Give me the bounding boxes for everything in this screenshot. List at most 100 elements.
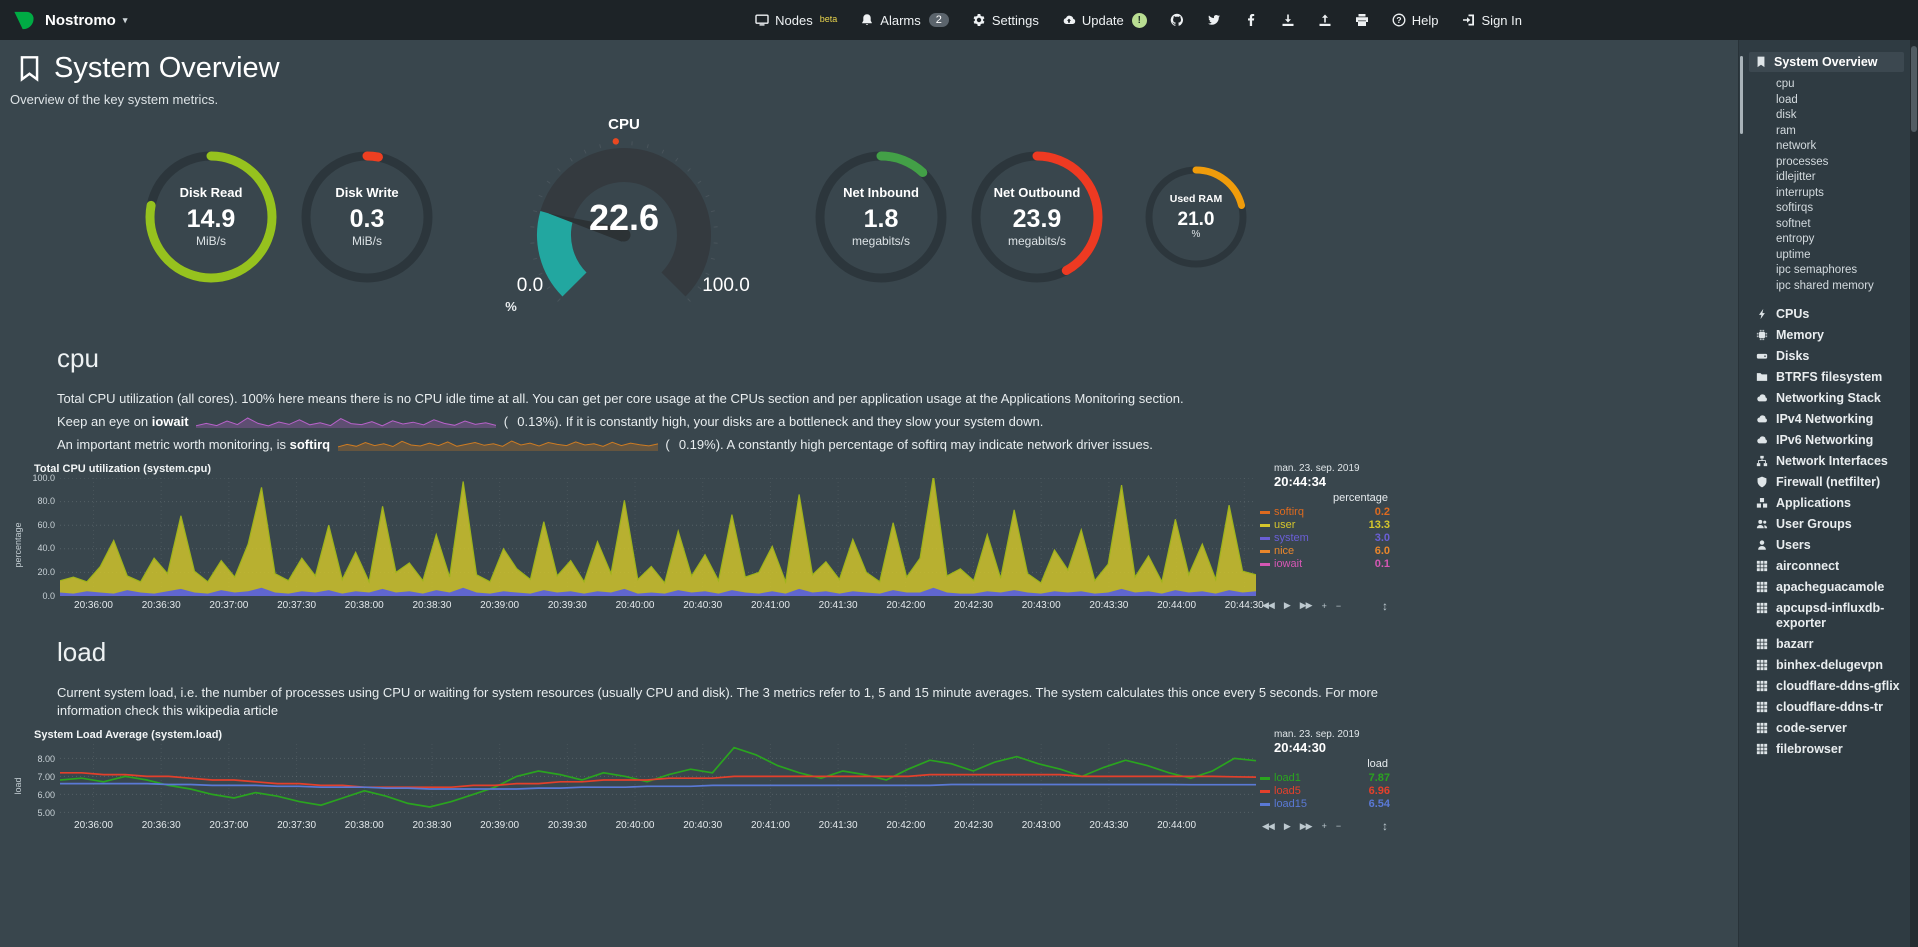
used-ram-gauge[interactable]: Used RAM 21.0 %: [1144, 165, 1248, 269]
sidebar-item-ipc-semaphores[interactable]: ipc semaphores: [1776, 264, 1858, 276]
sidebar-section-bazarr[interactable]: bazarr: [1749, 634, 1904, 655]
softirq-value: 0.19%: [678, 436, 716, 452]
sidebar-item-disk[interactable]: disk: [1776, 109, 1797, 121]
page-scrollbar[interactable]: [1910, 40, 1918, 947]
topbar: Nostromo ▾ Nodes beta Alarms 2 Settings …: [0, 0, 1918, 40]
sidebar-section-cloudflare-ddns-gflix[interactable]: cloudflare-ddns-gflix: [1749, 676, 1904, 697]
sidebar-item-softnet[interactable]: softnet: [1776, 217, 1811, 230]
sidebar-item-network[interactable]: network: [1776, 140, 1817, 152]
sidebar-section-memory[interactable]: Memory: [1749, 325, 1904, 346]
sidebar-section-users[interactable]: Users: [1749, 535, 1904, 556]
legend-item-load5[interactable]: load5 6.96: [1260, 785, 1390, 798]
resize-handle[interactable]: ↕: [1382, 819, 1388, 834]
sidebar-item-uptime[interactable]: uptime: [1776, 248, 1811, 261]
pan-left-button[interactable]: ◀◀: [1262, 600, 1275, 611]
legend-item-load1[interactable]: load1 7.87: [1260, 772, 1390, 785]
network-icon: [1755, 455, 1768, 467]
sidebar-section-airconnect[interactable]: airconnect: [1749, 556, 1904, 577]
zoom-out-button[interactable]: −: [1335, 821, 1341, 832]
play-button[interactable]: ▶: [1283, 600, 1291, 611]
chart-toolbar: ◀◀ ▶ ▶▶ + − ↕: [1260, 817, 1390, 833]
sidebar-section-network-interfaces[interactable]: Network Interfaces: [1749, 451, 1904, 472]
net-inbound-gauge[interactable]: Net Inbound 1.8 megabits/s: [814, 150, 948, 284]
sidebar-section-applications[interactable]: Applications: [1749, 493, 1904, 514]
resize-handle[interactable]: ↕: [1382, 598, 1388, 613]
upload-icon[interactable]: [1318, 13, 1332, 27]
sidebar-item-softirqs[interactable]: softirqs: [1776, 202, 1814, 214]
chart-plot-area[interactable]: [60, 744, 1256, 816]
legend-item-load15[interactable]: load15 6.54: [1260, 798, 1390, 811]
github-icon[interactable]: [1170, 13, 1184, 27]
sidebar-section-code-server[interactable]: code-server: [1749, 718, 1904, 739]
sidebar-item-cpu[interactable]: cpu: [1776, 78, 1795, 90]
sidebar-section-firewall-netfilter-[interactable]: Firewall (netfilter): [1749, 472, 1904, 493]
sidebar-item-idlejitter[interactable]: idlejitter: [1776, 171, 1816, 183]
nodes-button[interactable]: Nodes beta: [755, 13, 837, 28]
facebook-icon[interactable]: [1244, 13, 1258, 27]
update-button[interactable]: Update !: [1062, 12, 1147, 28]
sidebar-item-ram[interactable]: ram: [1776, 124, 1796, 137]
legend-item-user[interactable]: user 13.3: [1260, 519, 1390, 532]
play-button[interactable]: ▶: [1283, 820, 1291, 831]
download-icon[interactable]: [1281, 13, 1295, 27]
signin-button[interactable]: Sign In: [1462, 13, 1522, 28]
sidebar-section-apacheguacamole[interactable]: apacheguacamole: [1749, 577, 1904, 598]
sidebar-section-disks[interactable]: Disks: [1749, 346, 1904, 367]
legend-item-softirq[interactable]: softirq 0.2: [1260, 506, 1390, 519]
sidebar-section-btrfs-filesystem[interactable]: BTRFS filesystem: [1749, 367, 1904, 388]
settings-button[interactable]: Settings: [972, 13, 1039, 28]
scrollbar-thumb[interactable]: [1911, 46, 1917, 132]
zoom-in-button[interactable]: +: [1321, 821, 1327, 832]
load-average-chart[interactable]: load System Load Average (system.load) 8.0…: [10, 729, 1390, 833]
sidebar-item-entropy[interactable]: entropy: [1776, 233, 1815, 245]
sidebar-item-interrupts[interactable]: interrupts: [1776, 186, 1824, 199]
x-tick-label: 20:39:30: [547, 599, 587, 611]
softirq-sparkline[interactable]: [337, 440, 658, 451]
iowait-sparkline[interactable]: [196, 417, 497, 428]
hostname-dropdown[interactable]: Nostromo ▾: [45, 12, 127, 29]
legend-dash: [1260, 562, 1270, 566]
sidebar-item-ipc-shared-memory[interactable]: ipc shared memory: [1776, 279, 1874, 292]
wikipedia-link[interactable]: wikipedia article: [186, 703, 279, 719]
zoom-in-button[interactable]: +: [1321, 600, 1327, 611]
sidebar-item-system-overview[interactable]: System Overview: [1749, 52, 1904, 72]
grid-icon: [1755, 680, 1768, 692]
help-button[interactable]: ? Help: [1392, 13, 1439, 28]
x-tick-label: 20:36:00: [74, 820, 113, 832]
x-tick-label: 20:38:30: [412, 820, 452, 832]
y-tick-label: 100.0: [32, 472, 55, 483]
gauges-row: Disk Read 14.9 MiB/s Disk Write 0.3 MiB/…: [0, 115, 1392, 319]
sidebar-section-user-groups[interactable]: User Groups: [1749, 514, 1904, 535]
legend-item-iowait[interactable]: iowait 0.1: [1260, 558, 1390, 571]
legend-item-nice[interactable]: nice 6.0: [1260, 545, 1390, 558]
disk-write-gauge[interactable]: Disk Write 0.3 MiB/s: [300, 150, 434, 284]
legend-value: 13.3: [1368, 518, 1390, 531]
chart-y-axis: 100.0 80.0 60.0 40.0 20.0 0.0: [26, 473, 60, 600]
sidebar-section-networking-stack[interactable]: Networking Stack: [1749, 388, 1904, 409]
sidebar-section-ipv4-networking[interactable]: IPv4 Networking: [1749, 409, 1904, 430]
pan-right-button[interactable]: ▶▶: [1299, 600, 1313, 611]
pan-right-button[interactable]: ▶▶: [1299, 820, 1313, 831]
cpu-utilization-chart[interactable]: percentage Total CPU utilization (system.…: [10, 463, 1390, 613]
sidebar-item-processes[interactable]: processes: [1776, 155, 1829, 168]
alarms-button[interactable]: Alarms 2: [860, 13, 949, 28]
sidebar-section-cpus[interactable]: CPUs: [1749, 304, 1904, 325]
iowait-value: 0.13%: [517, 413, 555, 429]
cpu-gauge[interactable]: CPU 22.6 0.0 100.0 %: [494, 115, 754, 319]
disk-read-gauge[interactable]: Disk Read 14.9 MiB/s: [144, 150, 278, 284]
pan-left-button[interactable]: ◀◀: [1262, 820, 1275, 831]
print-icon[interactable]: [1355, 13, 1369, 27]
sidebar-item-load[interactable]: load: [1776, 93, 1798, 106]
cpu-gauge-max: 100.0: [702, 275, 750, 296]
sidebar-scroll-indicator[interactable]: [1740, 56, 1743, 134]
net-outbound-gauge[interactable]: Net Outbound 23.9 megabits/s: [970, 150, 1104, 284]
sidebar-section-binhex-delugevpn[interactable]: binhex-delugevpn: [1749, 655, 1904, 676]
sidebar-section-apcupsd-influxdb-exporter[interactable]: apcupsd-influxdb-exporter: [1749, 598, 1904, 634]
chart-plot-area[interactable]: [60, 477, 1256, 596]
twitter-icon[interactable]: [1207, 13, 1221, 27]
legend-item-system[interactable]: system 3.0: [1260, 532, 1390, 545]
zoom-out-button[interactable]: −: [1335, 600, 1341, 611]
sidebar-section-cloudflare-ddns-tr[interactable]: cloudflare-ddns-tr: [1749, 697, 1904, 718]
sidebar-section-ipv6-networking[interactable]: IPv6 Networking: [1749, 430, 1904, 451]
sidebar-section-filebrowser[interactable]: filebrowser: [1749, 739, 1904, 760]
